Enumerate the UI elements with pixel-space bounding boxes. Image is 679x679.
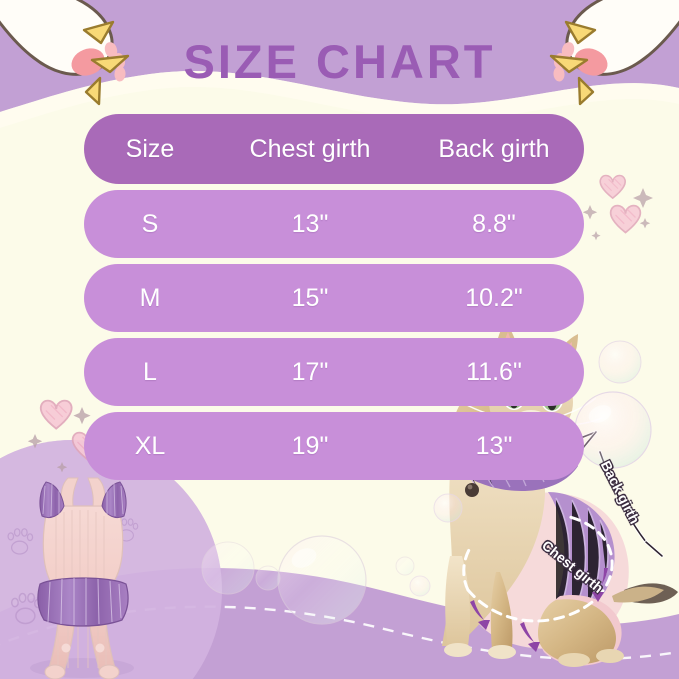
- cell-back: 13": [475, 431, 513, 460]
- cell-chest: 13": [291, 209, 329, 238]
- cell-back: 10.2": [465, 283, 523, 312]
- table-header-row: Size Chest girth Back girth: [84, 114, 584, 184]
- cell-size: XL: [134, 431, 166, 460]
- cell-chest: 17": [291, 357, 329, 386]
- cell-chest: 15": [291, 283, 329, 312]
- sparkle-dash-left: [82, 20, 130, 106]
- cell-back: 11.6": [466, 357, 522, 386]
- size-table: Size Chest girth Back girth S 13" 8.8" M…: [84, 114, 584, 486]
- pet-onesie-photo: [30, 477, 134, 679]
- column-header-back: Back girth: [438, 134, 550, 163]
- table-row: S 13" 8.8": [84, 190, 584, 258]
- cell-chest: 19": [291, 431, 329, 460]
- column-header-chest: Chest girth: [249, 134, 371, 163]
- table-row: XL 19" 13": [84, 412, 584, 480]
- cell-size: L: [143, 357, 157, 386]
- table-row: M 15" 10.2": [84, 264, 584, 332]
- cell-size: S: [141, 209, 159, 238]
- sparkle-dash-right: [549, 20, 597, 106]
- page-title: SIZE CHART: [183, 35, 496, 88]
- column-header-size: Size: [125, 134, 175, 163]
- striped-heart-icon-right: [582, 174, 653, 241]
- cell-back: 8.8": [472, 209, 516, 238]
- table-row: L 17" 11.6": [84, 338, 584, 406]
- cell-size: M: [139, 283, 161, 312]
- soap-bubble-icon-group: [201, 340, 652, 625]
